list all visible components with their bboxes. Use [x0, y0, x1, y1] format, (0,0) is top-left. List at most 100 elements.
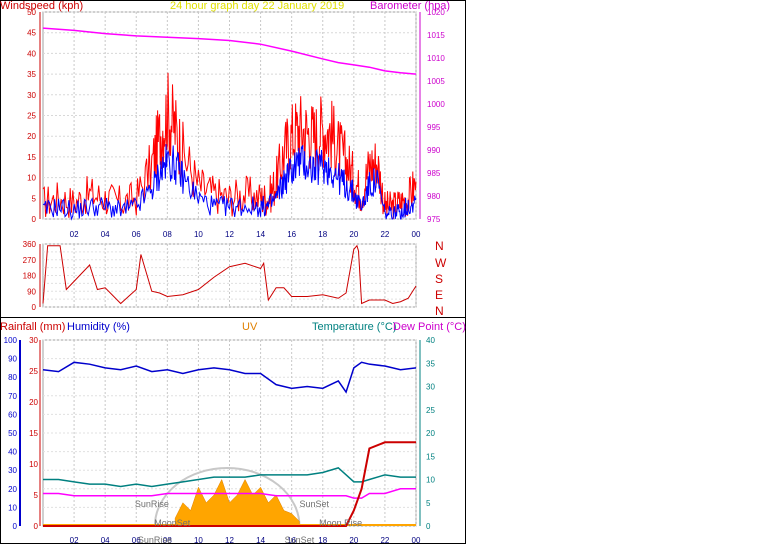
humidity-y-tick-label: 90: [8, 355, 17, 364]
moonrise-label: Moon Rise: [319, 518, 362, 528]
humidity-y-tick-label: 60: [8, 410, 17, 419]
weather-x-tick-label: 14: [256, 536, 265, 544]
dewpoint-axis-title: Dew Point (°C): [393, 321, 466, 333]
wind-x-tick-label: 22: [380, 230, 389, 239]
temperature-y-tick-label: 0: [426, 522, 431, 531]
weather-x-tick-label: 12: [225, 536, 234, 544]
barometer-y-tick-label: 1020: [427, 8, 445, 17]
rainfall-y-tick-label: 10: [29, 460, 38, 469]
rainfall-y-tick-label: 30: [29, 336, 38, 345]
weather-x-tick-label: 08: [163, 536, 172, 544]
rainfall-y-tick-label: 5: [34, 491, 39, 500]
humidity-y-tick-label: 10: [8, 503, 17, 512]
humidity-y-tick-label: 70: [8, 392, 17, 401]
temperature-y-tick-label: 35: [426, 359, 435, 368]
temperature-y-tick-label: 30: [426, 383, 435, 392]
wind-y-tick-label: 30: [27, 91, 36, 100]
barometer-y-tick-label: 1000: [427, 100, 445, 109]
wind-direction-line: [42, 244, 417, 305]
wind-x-tick-label: 06: [132, 230, 141, 239]
barometer-y-tick-label: 980: [427, 192, 441, 201]
rainfall-y-tick-label: 0: [34, 522, 39, 531]
barometer-y-tick-label: 975: [427, 215, 441, 224]
direction-y-tick-label: 0: [32, 303, 37, 312]
weather-x-tick-label: 22: [380, 536, 389, 544]
humidity-axis-title: Humidity (%): [67, 321, 130, 333]
wind-x-tick-label: 00: [412, 230, 421, 239]
barometer-y-tick-label: 990: [427, 146, 441, 155]
direction-label-n-top: N: [435, 239, 444, 253]
barometer-y-tick-label: 1005: [427, 77, 445, 86]
direction-y-tick-label: 270: [23, 256, 37, 265]
rainfall-y-tick-label: 25: [29, 367, 38, 376]
humidity-y-tick-label: 20: [8, 485, 17, 494]
direction-label-s: S: [435, 272, 444, 286]
weather-x-tick-label: 20: [349, 536, 358, 544]
humidity-y-tick-label: 80: [8, 373, 17, 382]
temperature-axis-title: Temperature (°C): [312, 321, 397, 333]
temperature-y-tick-label: 25: [426, 406, 435, 415]
temperature-y-tick-label: 40: [426, 336, 435, 345]
wind-y-tick-label: 25: [27, 112, 36, 121]
wind-x-tick-label: 18: [318, 230, 327, 239]
barometer-y-tick-label: 985: [427, 169, 441, 178]
wind-x-tick-label: 16: [287, 230, 296, 239]
barometer-y-tick-label: 995: [427, 123, 441, 132]
sunset-axis-label: SunSet: [285, 535, 315, 544]
barometer-axis-title: Barometer (hpa): [370, 0, 451, 12]
wind-y-tick-label: 15: [27, 153, 36, 162]
direction-y-tick-label: 90: [27, 287, 36, 296]
wind-y-tick-label: 10: [27, 174, 36, 183]
uv-axis-title: UV: [242, 321, 258, 333]
rainfall-y-tick-label: 20: [29, 398, 38, 407]
direction-label-n-bottom: N: [435, 304, 444, 318]
wind-y-tick-label: 20: [27, 132, 36, 141]
weather-x-tick-label: 04: [101, 536, 110, 544]
rainfall-line: [43, 441, 416, 527]
humidity-y-tick-label: 100: [4, 336, 18, 345]
wind-y-tick-label: 35: [27, 70, 36, 79]
direction-label-w: W: [435, 256, 447, 270]
direction-y-tick-label: 180: [23, 272, 37, 281]
rainfall-y-tick-label: 15: [29, 429, 38, 438]
wind-average-line: [42, 144, 417, 221]
sun-path-arc: [153, 467, 301, 527]
barometer-y-tick-label: 1015: [427, 31, 445, 40]
wind-y-tick-label: 0: [32, 215, 37, 224]
barometer-y-tick-label: 1010: [427, 54, 445, 63]
weather-x-tick-label: 00: [412, 536, 421, 544]
temperature-y-tick-label: 15: [426, 452, 435, 461]
weather-x-tick-label: 02: [70, 536, 79, 544]
temperature-y-tick-label: 10: [426, 476, 435, 485]
wind-x-tick-label: 08: [163, 230, 172, 239]
wind-y-tick-label: 45: [27, 29, 36, 38]
wind-x-tick-label: 12: [225, 230, 234, 239]
direction-label-e: E: [435, 288, 444, 302]
temperature-y-tick-label: 20: [426, 429, 435, 438]
weather-x-tick-label: 06: [132, 536, 141, 544]
temperature-y-tick-label: 5: [426, 499, 431, 508]
wind-y-tick-label: 40: [27, 49, 36, 58]
wind-y-tick-label: 50: [27, 8, 36, 17]
temperature-line: [43, 467, 416, 488]
uv-area: [174, 478, 300, 527]
barometer-line: [42, 27, 417, 75]
sunrise-axis-label: SunRise: [138, 535, 172, 544]
sunset-label: SunSet: [299, 499, 329, 509]
wind-x-tick-label: 14: [256, 230, 265, 239]
humidity-y-tick-label: 40: [8, 448, 17, 457]
wind-x-tick-label: 10: [194, 230, 203, 239]
windspeed-axis-title: Windspeed (kph): [0, 0, 84, 12]
wind-x-tick-label: 02: [70, 230, 79, 239]
wind-x-tick-label: 20: [349, 230, 358, 239]
humidity-y-tick-label: 30: [8, 466, 17, 475]
wind-y-tick-label: 5: [32, 194, 37, 203]
wind-x-tick-label: 04: [101, 230, 110, 239]
rainfall-axis-title: Rainfall (mm): [0, 321, 66, 333]
moonset-label: MoonSet: [154, 518, 191, 528]
weather-x-tick-label: 10: [194, 536, 203, 544]
humidity-line: [42, 361, 417, 394]
humidity-y-tick-label: 0: [13, 522, 18, 531]
